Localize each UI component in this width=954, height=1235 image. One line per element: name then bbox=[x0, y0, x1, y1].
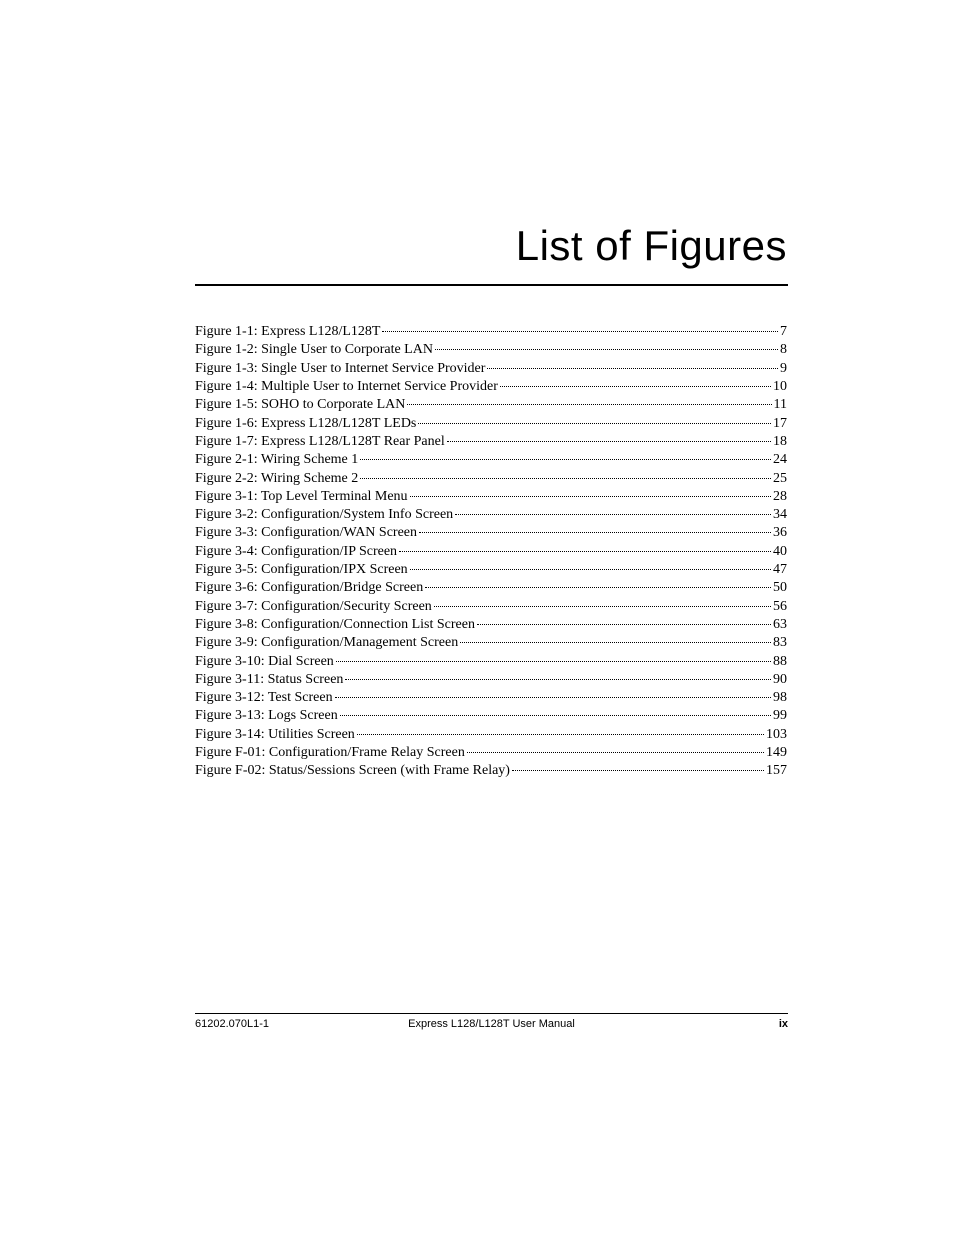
toc-leader-dots bbox=[487, 357, 778, 369]
toc-leader-dots bbox=[360, 466, 771, 478]
toc-page-number: 99 bbox=[773, 709, 787, 723]
toc-page-number: 157 bbox=[766, 764, 787, 778]
toc-page-number: 18 bbox=[773, 435, 787, 449]
toc-leader-dots bbox=[512, 759, 764, 771]
toc-leader-dots bbox=[357, 723, 764, 735]
toc-label: Figure 3-10: Dial Screen bbox=[195, 655, 334, 669]
toc-leader-dots bbox=[455, 503, 771, 515]
toc-page-number: 34 bbox=[773, 508, 787, 522]
toc-label: Figure 1-3: Single User to Internet Serv… bbox=[195, 362, 485, 376]
toc-label: Figure 1-7: Express L128/L128T Rear Pane… bbox=[195, 435, 445, 449]
toc-row: Figure F-02: Status/Sessions Screen (wit… bbox=[195, 762, 787, 780]
toc-leader-dots bbox=[382, 320, 778, 332]
toc-page-number: 17 bbox=[773, 417, 787, 431]
toc-label: Figure 1-4: Multiple User to Internet Se… bbox=[195, 380, 498, 394]
toc-page-number: 50 bbox=[773, 581, 787, 595]
toc-label: Figure 3-2: Configuration/System Info Sc… bbox=[195, 508, 453, 522]
page: List of Figures Figure 1-1: Express L128… bbox=[0, 0, 954, 1235]
toc-page-number: 56 bbox=[773, 600, 787, 614]
toc-label: Figure 3-6: Configuration/Bridge Screen bbox=[195, 581, 423, 595]
toc-leader-dots bbox=[360, 448, 771, 460]
toc-label: Figure 3-5: Configuration/IPX Screen bbox=[195, 563, 408, 577]
toc-leader-dots bbox=[460, 631, 771, 643]
footer-rule bbox=[195, 1013, 788, 1014]
toc-page-number: 24 bbox=[773, 453, 787, 467]
toc-leader-dots bbox=[336, 649, 771, 661]
toc-page-number: 7 bbox=[780, 325, 787, 339]
toc-page-number: 149 bbox=[766, 746, 787, 760]
toc-leader-dots bbox=[500, 375, 771, 387]
toc-leader-dots bbox=[447, 430, 771, 442]
toc-label: Figure F-01: Configuration/Frame Relay S… bbox=[195, 746, 465, 760]
toc-leader-dots bbox=[335, 686, 771, 698]
footer-center: Express L128/L128T User Manual bbox=[195, 1018, 788, 1030]
toc-leader-dots bbox=[399, 540, 771, 552]
toc-page-number: 10 bbox=[773, 380, 787, 394]
toc-leader-dots bbox=[467, 741, 764, 753]
toc-label: Figure 1-5: SOHO to Corporate LAN bbox=[195, 398, 405, 412]
toc-leader-dots bbox=[407, 393, 771, 405]
toc-label: Figure 1-6: Express L128/L128T LEDs bbox=[195, 417, 416, 431]
toc-leader-dots bbox=[425, 576, 771, 588]
toc-label: Figure 3-4: Configuration/IP Screen bbox=[195, 545, 397, 559]
toc-label: Figure F-02: Status/Sessions Screen (wit… bbox=[195, 764, 510, 778]
toc-label: Figure 3-9: Configuration/Management Scr… bbox=[195, 636, 458, 650]
toc-leader-dots bbox=[434, 594, 771, 606]
toc-page-number: 103 bbox=[766, 728, 787, 742]
toc-page-number: 98 bbox=[773, 691, 787, 705]
toc-page-number: 25 bbox=[773, 472, 787, 486]
toc-page-number: 47 bbox=[773, 563, 787, 577]
toc-label: Figure 1-2: Single User to Corporate LAN bbox=[195, 343, 433, 357]
footer-left: 61202.070L1-1 bbox=[195, 1018, 269, 1030]
toc-label: Figure 3-12: Test Screen bbox=[195, 691, 333, 705]
toc-label: Figure 2-1: Wiring Scheme 1 bbox=[195, 453, 358, 467]
toc-page-number: 40 bbox=[773, 545, 787, 559]
page-footer: 61202.070L1-1 Express L128/L128T User Ma… bbox=[195, 1018, 788, 1030]
toc-page-number: 83 bbox=[773, 636, 787, 650]
toc-label: Figure 3-7: Configuration/Security Scree… bbox=[195, 600, 432, 614]
toc-page-number: 63 bbox=[773, 618, 787, 632]
toc-page-number: 9 bbox=[780, 362, 787, 376]
toc-page-number: 11 bbox=[774, 398, 787, 412]
toc-label: Figure 3-13: Logs Screen bbox=[195, 709, 338, 723]
toc-leader-dots bbox=[340, 704, 771, 716]
toc-label: Figure 2-2: Wiring Scheme 2 bbox=[195, 472, 358, 486]
toc-page-number: 28 bbox=[773, 490, 787, 504]
toc-leader-dots bbox=[477, 613, 771, 625]
toc-label: Figure 3-14: Utilities Screen bbox=[195, 728, 355, 742]
toc-page-number: 88 bbox=[773, 655, 787, 669]
toc-label: Figure 3-8: Configuration/Connection Lis… bbox=[195, 618, 475, 632]
toc-label: Figure 1-1: Express L128/L128T bbox=[195, 325, 380, 339]
toc-leader-dots bbox=[410, 558, 771, 570]
footer-right: ix bbox=[779, 1018, 788, 1030]
toc-leader-dots bbox=[418, 411, 771, 423]
toc-label: Figure 3-3: Configuration/WAN Screen bbox=[195, 526, 417, 540]
toc-label: Figure 3-11: Status Screen bbox=[195, 673, 343, 687]
toc-page-number: 90 bbox=[773, 673, 787, 687]
toc-leader-dots bbox=[345, 668, 771, 680]
toc-leader-dots bbox=[435, 338, 778, 350]
page-title: List of Figures bbox=[516, 222, 787, 270]
toc-page-number: 8 bbox=[780, 343, 787, 357]
title-rule bbox=[195, 284, 788, 286]
toc-label: Figure 3-1: Top Level Terminal Menu bbox=[195, 490, 408, 504]
toc-page-number: 36 bbox=[773, 526, 787, 540]
toc-leader-dots bbox=[410, 485, 771, 497]
list-of-figures: Figure 1-1: Express L128/L128T 7 Figure 1… bbox=[195, 323, 787, 780]
toc-leader-dots bbox=[419, 521, 771, 533]
